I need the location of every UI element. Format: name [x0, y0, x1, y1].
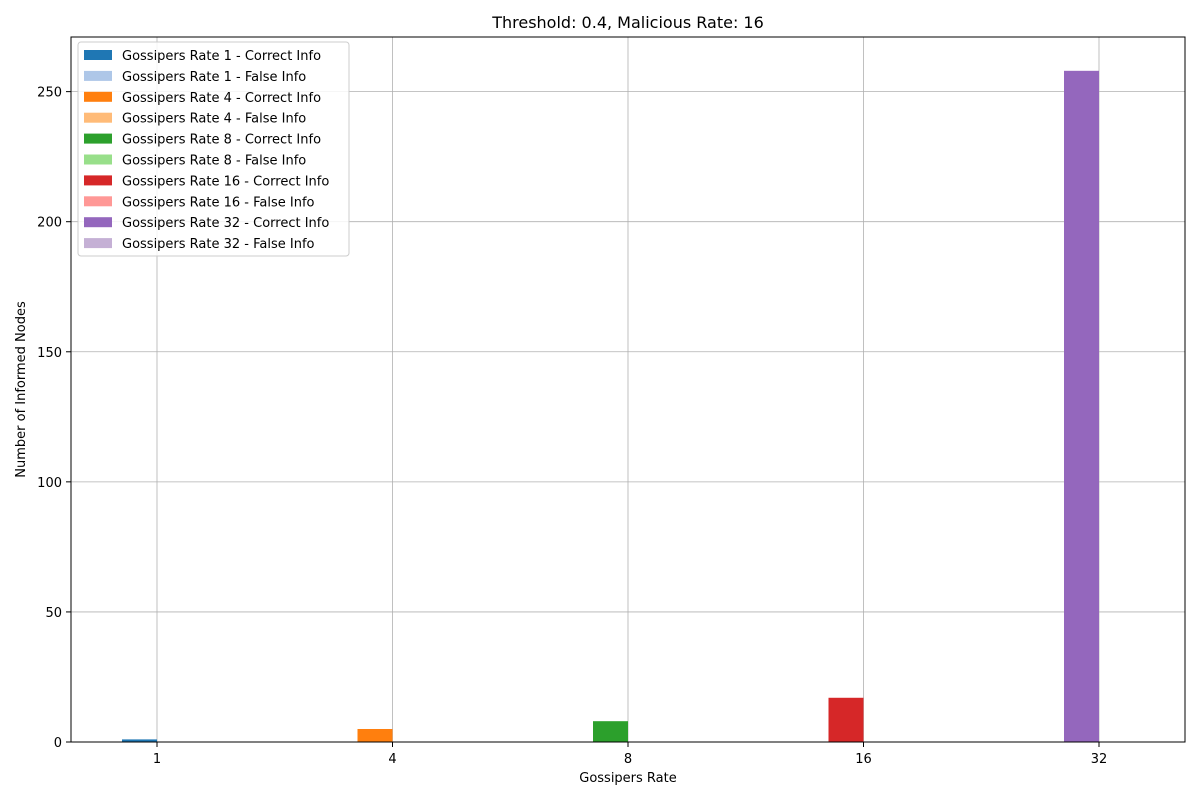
x-tick-label: 32: [1091, 752, 1108, 767]
legend-swatch: [84, 154, 112, 165]
x-tick-label: 16: [855, 752, 872, 767]
legend-swatch: [84, 133, 112, 144]
x-axis-label: Gossipers Rate: [579, 771, 677, 786]
legend: Gossipers Rate 1 - Correct Info Gossipers…: [77, 41, 350, 257]
legend-label: Gossipers Rate 16 - Correct Info: [122, 174, 329, 189]
legend-label: Gossipers Rate 4 - False Info: [122, 112, 306, 127]
legend-label: Gossipers Rate 1 - Correct Info: [122, 49, 321, 64]
y-axis-label: Number of Informed Nodes: [14, 301, 29, 478]
y-tick-label: 0: [54, 736, 62, 751]
bar: [593, 721, 628, 742]
legend-label: Gossipers Rate 32 - Correct Info: [122, 216, 329, 231]
y-tick-label: 200: [37, 216, 62, 231]
bar: [122, 739, 157, 742]
y-tick-label: 50: [45, 606, 62, 621]
x-tick-label: 1: [153, 752, 161, 767]
bar: [1064, 70, 1099, 742]
legend-label: Gossipers Rate 1 - False Info: [122, 70, 306, 85]
x-axis-ticks: 1 4 8 16 32: [153, 742, 1107, 767]
legend-box: [77, 41, 350, 257]
legend-label: Gossipers Rate 8 - Correct Info: [122, 133, 321, 148]
bars-group: [122, 70, 1099, 742]
legend-swatch: [84, 238, 112, 249]
y-tick-label: 250: [37, 86, 62, 101]
legend-label: Gossipers Rate 32 - False Info: [122, 237, 315, 252]
legend-label: Gossipers Rate 16 - False Info: [122, 195, 315, 210]
legend-swatch: [84, 217, 112, 228]
legend-swatch: [84, 175, 112, 186]
legend-swatch: [84, 70, 112, 81]
legend-swatch: [84, 50, 112, 60]
legend-label: Gossipers Rate 8 - False Info: [122, 154, 306, 169]
y-tick-label: 100: [37, 476, 62, 491]
chart-title: Threshold: 0.4, Malicious Rate: 16: [491, 13, 764, 32]
y-tick-label: 150: [37, 346, 62, 361]
y-axis-ticks: 0 50 100 150 200 250: [37, 86, 71, 751]
bar: [828, 697, 864, 742]
legend-swatch: [84, 196, 112, 207]
bar: [357, 728, 393, 742]
x-tick-label: 8: [624, 752, 632, 767]
legend-swatch: [84, 112, 112, 123]
legend-swatch: [84, 91, 112, 102]
x-tick-label: 4: [388, 752, 396, 767]
legend-label: Gossipers Rate 4 - Correct Info: [122, 91, 321, 106]
